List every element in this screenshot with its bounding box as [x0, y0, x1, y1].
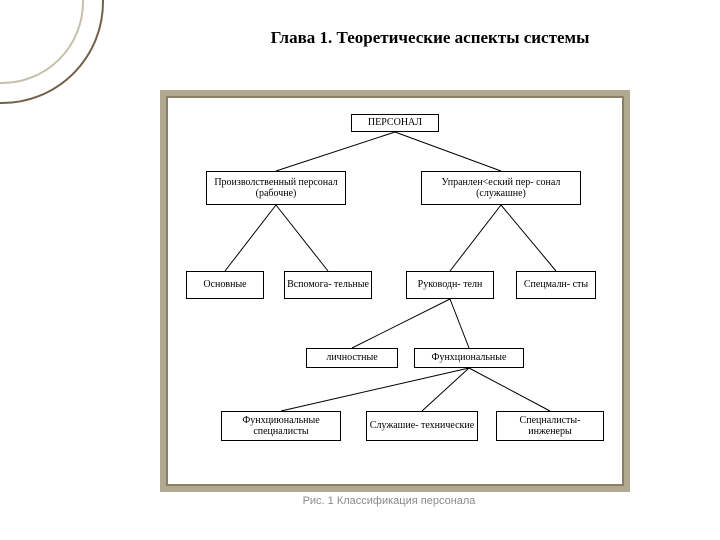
node-spec: Спецмалн- сты [516, 271, 596, 299]
node-prod: Произволственный персонал (рабочне) [206, 171, 346, 205]
node-lich: личностные [306, 348, 398, 368]
tree-diagram: ПЕРСОНАЛ Произволственный персонал (рабо… [166, 96, 624, 486]
node-sluzh: Служашие- технические [366, 411, 478, 441]
node-mgr: Упранлен<еский пер- сонал (служашне) [421, 171, 581, 205]
node-fspec: Фунхциюнальные спецналисты [221, 411, 341, 441]
node-sing: Спецналисты- инженеры [496, 411, 604, 441]
node-root: ПЕРСОНАЛ [351, 114, 439, 132]
node-osnov: Основные [186, 271, 264, 299]
figure-caption: Рис. 1 Классификация персонала [160, 495, 618, 507]
node-func: Фунхциональные [414, 348, 524, 368]
node-vspom: Вспомога- тельные [284, 271, 372, 299]
page-title: Глава 1. Теоретические аспекты системы [230, 28, 630, 48]
node-rukov: Руководн- телн [406, 271, 494, 299]
diagram-frame: ПЕРСОНАЛ Произволственный персонал (рабо… [160, 90, 630, 492]
